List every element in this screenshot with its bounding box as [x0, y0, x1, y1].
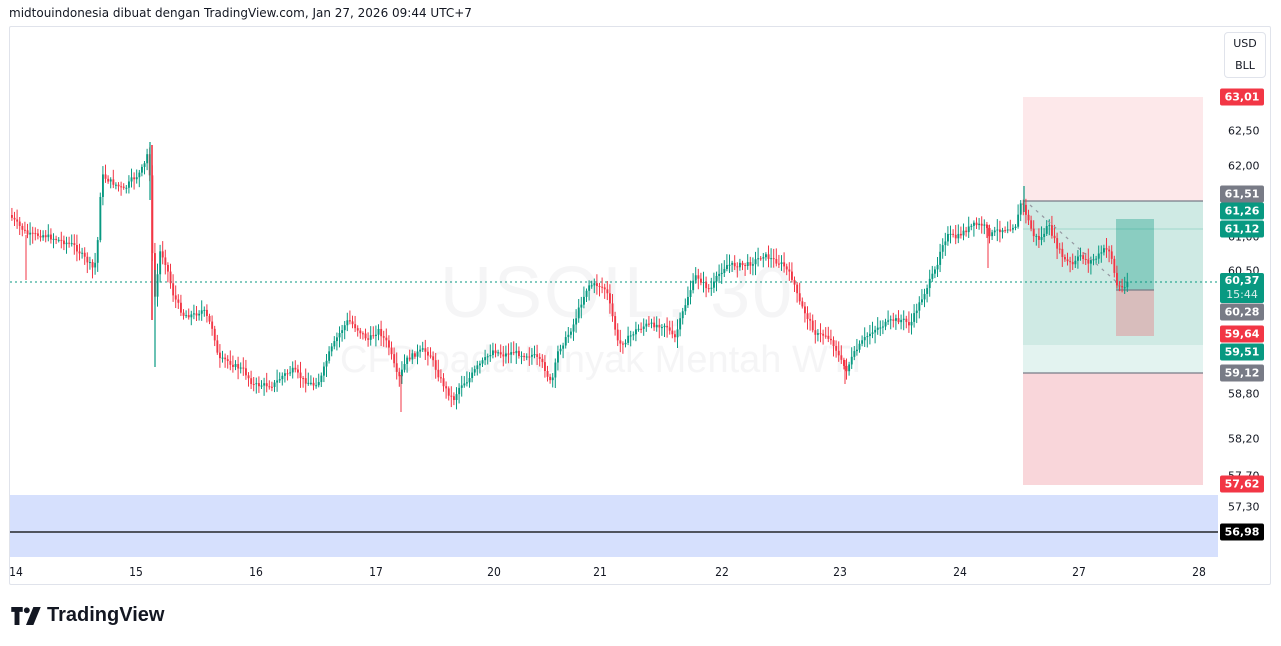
time-axis[interactable]: 14 15 16 17 20 21 22 23 24 27 28: [9, 558, 1218, 584]
tradingview-logo-icon: [11, 606, 41, 625]
price-tag: 61,12: [1220, 220, 1264, 238]
time-tick: 20: [487, 565, 501, 579]
time-tick: 14: [9, 565, 23, 579]
time-tick: 27: [1072, 565, 1086, 579]
description-watermark: CFD pada Minyak Mentah WTI: [340, 339, 862, 381]
price-tick: 57,30: [1228, 500, 1260, 514]
price-tag: 59,51: [1220, 343, 1264, 361]
time-tick: 28: [1192, 565, 1206, 579]
time-tick: 22: [715, 565, 729, 579]
chart-plot-area[interactable]: USOIL, 30 CFD pada Minyak Mentah WTI: [10, 27, 1218, 557]
price-tick: 62,50: [1228, 124, 1260, 138]
unit-label: BLL: [1235, 59, 1255, 72]
brand-name: TradingView: [47, 604, 165, 626]
price-tick: 58,20: [1228, 432, 1260, 446]
price-axis[interactable]: 62,5062,0061,0060,5058,8058,2057,7057,30…: [1218, 27, 1270, 584]
price-tag: 61,26: [1220, 202, 1264, 220]
price-tick: 62,00: [1228, 159, 1260, 173]
price-tick: 58,80: [1228, 387, 1260, 401]
price-chart: [10, 97, 1218, 557]
currency-unit-button[interactable]: USD BLL: [1224, 32, 1266, 78]
time-tick: 23: [833, 565, 847, 579]
time-tick: 24: [953, 565, 967, 579]
tradingview-brand: TradingView: [11, 604, 164, 627]
currency-label: USD: [1233, 37, 1257, 50]
price-tag: 59,64: [1220, 325, 1264, 343]
chart-attribution: midtouindonesia dibuat dengan TradingVie…: [9, 6, 472, 20]
price-tag: 56,98: [1220, 523, 1264, 541]
price-tag: 61,51: [1220, 185, 1264, 203]
price-tag: 59,12: [1220, 364, 1264, 382]
price-tag: 60,28: [1220, 303, 1264, 321]
time-tick: 16: [249, 565, 263, 579]
last-price-tag: 60,37 15:44: [1220, 273, 1264, 303]
price-tag: 57,62: [1220, 475, 1264, 493]
time-tick: 21: [593, 565, 607, 579]
time-tick: 17: [369, 565, 383, 579]
price-tag: 63,01: [1220, 88, 1264, 106]
time-tick: 15: [129, 565, 143, 579]
